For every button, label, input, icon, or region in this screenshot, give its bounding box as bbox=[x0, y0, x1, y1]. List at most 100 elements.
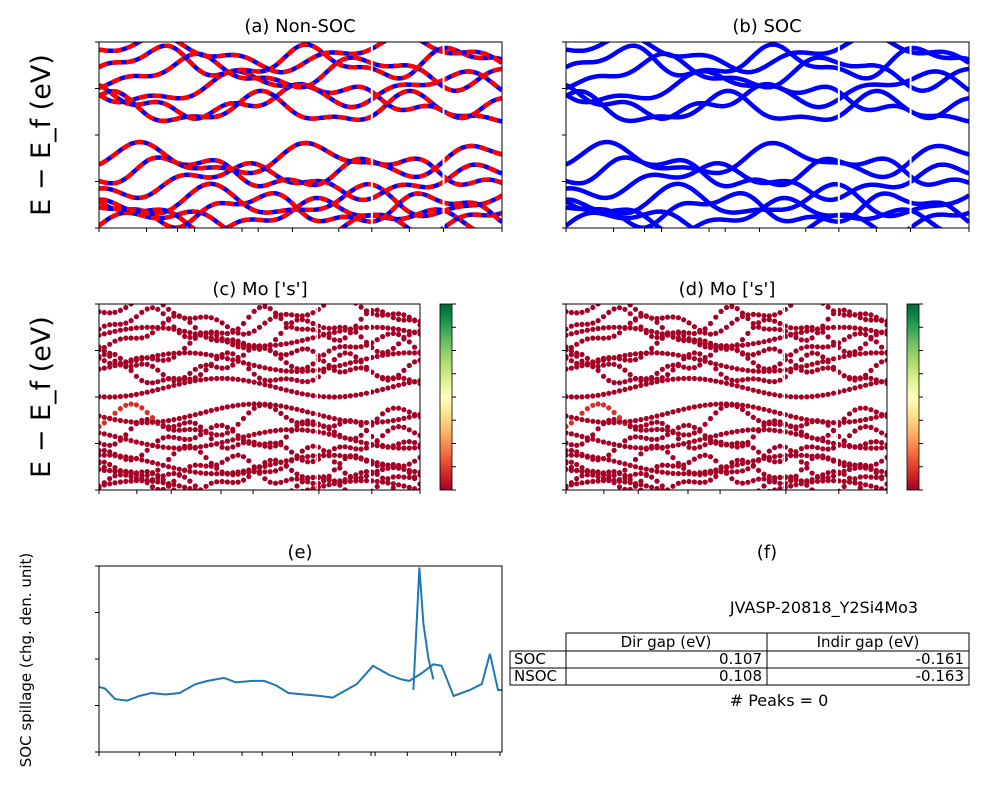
projection-point bbox=[112, 453, 118, 459]
projection-point bbox=[750, 387, 756, 393]
projection-point bbox=[208, 436, 214, 442]
projection-point bbox=[718, 439, 724, 445]
projection-point bbox=[176, 483, 182, 489]
projection-point bbox=[342, 350, 348, 356]
projection-point bbox=[841, 373, 847, 379]
projection-point bbox=[777, 421, 783, 427]
projection-point bbox=[702, 341, 708, 347]
projection-point bbox=[568, 394, 575, 400]
projection-point bbox=[579, 363, 585, 369]
projection-point bbox=[112, 351, 118, 358]
projection-point bbox=[390, 330, 396, 336]
projection-point bbox=[139, 324, 145, 331]
band-line bbox=[566, 181, 969, 219]
projection-point bbox=[182, 467, 188, 473]
projection-point bbox=[745, 312, 751, 318]
projection-point bbox=[590, 304, 596, 311]
projection-point bbox=[358, 357, 364, 363]
projection-point bbox=[879, 445, 885, 451]
projection-point bbox=[750, 404, 756, 410]
projection-point bbox=[101, 420, 107, 426]
projection-point bbox=[681, 497, 686, 502]
projection-point bbox=[390, 351, 396, 357]
projection-point bbox=[144, 380, 150, 386]
projection-point bbox=[579, 473, 585, 479]
projection-point bbox=[804, 369, 810, 375]
projection-point bbox=[766, 337, 772, 344]
projection-point bbox=[756, 488, 762, 490]
projection-point bbox=[734, 306, 740, 312]
projection-point bbox=[830, 356, 837, 362]
projection-point bbox=[406, 427, 412, 433]
projection-point bbox=[385, 462, 391, 468]
projection-point bbox=[198, 363, 204, 369]
projection-point bbox=[305, 487, 311, 490]
projection-point bbox=[240, 434, 247, 440]
projection-point bbox=[670, 455, 676, 461]
projection-point bbox=[107, 461, 113, 468]
projection-point bbox=[616, 305, 623, 311]
projection-point bbox=[766, 378, 772, 385]
projection-point bbox=[380, 334, 386, 340]
projection-point bbox=[144, 458, 150, 464]
projection-point bbox=[697, 327, 703, 333]
projection-point bbox=[417, 350, 420, 356]
projection-point bbox=[766, 421, 772, 427]
projection-point bbox=[814, 367, 821, 373]
projection-point bbox=[214, 465, 220, 471]
projection-point bbox=[347, 367, 353, 373]
projection-point bbox=[182, 474, 188, 480]
projection-point bbox=[772, 445, 778, 451]
projection-point bbox=[857, 311, 863, 317]
projection-point bbox=[230, 351, 236, 357]
projection-point bbox=[219, 471, 225, 477]
projection-point bbox=[305, 326, 311, 332]
projection-point bbox=[697, 340, 703, 346]
projection-point bbox=[310, 377, 316, 383]
projection-point bbox=[310, 320, 316, 327]
projection-point bbox=[347, 360, 353, 366]
projection-point bbox=[622, 479, 628, 485]
projection-point bbox=[283, 324, 289, 330]
projection-point bbox=[182, 380, 188, 386]
projection-point bbox=[606, 377, 612, 384]
projection-point bbox=[729, 365, 735, 371]
projection-point bbox=[659, 331, 665, 337]
projection-point bbox=[611, 306, 617, 312]
projection-point bbox=[107, 442, 113, 448]
projection-point bbox=[643, 415, 649, 422]
projection-point bbox=[691, 375, 698, 382]
panel-a-ylabel: E − E_f (eV) bbox=[26, 54, 57, 216]
projection-point bbox=[214, 406, 220, 412]
projection-point bbox=[374, 348, 380, 354]
projection-point bbox=[305, 312, 311, 318]
projection-point bbox=[390, 384, 396, 390]
projection-point bbox=[708, 497, 713, 502]
projection-point bbox=[99, 366, 102, 372]
projection-point bbox=[128, 470, 134, 476]
projection-point bbox=[99, 466, 102, 472]
projection-point bbox=[337, 295, 342, 300]
projection-point bbox=[99, 326, 102, 332]
projection-point bbox=[852, 385, 858, 391]
projection-point bbox=[649, 380, 655, 386]
projection-point bbox=[283, 352, 289, 358]
projection-point bbox=[574, 364, 580, 370]
projection-point bbox=[707, 320, 714, 327]
projection-point bbox=[584, 321, 591, 327]
projection-point bbox=[283, 462, 289, 468]
projection-point bbox=[793, 348, 799, 354]
projection-point bbox=[224, 456, 230, 462]
projection-point bbox=[617, 296, 622, 301]
projection-point bbox=[638, 445, 644, 451]
projection-point bbox=[595, 318, 601, 324]
projection-point bbox=[128, 304, 134, 307]
projection-point bbox=[101, 482, 107, 488]
projection-point bbox=[262, 460, 268, 466]
projection-point bbox=[686, 496, 691, 501]
projection-point bbox=[643, 466, 649, 472]
projection-point bbox=[622, 461, 628, 467]
projection-point bbox=[697, 479, 703, 486]
projection-point bbox=[675, 335, 682, 341]
projection-point bbox=[283, 404, 289, 410]
